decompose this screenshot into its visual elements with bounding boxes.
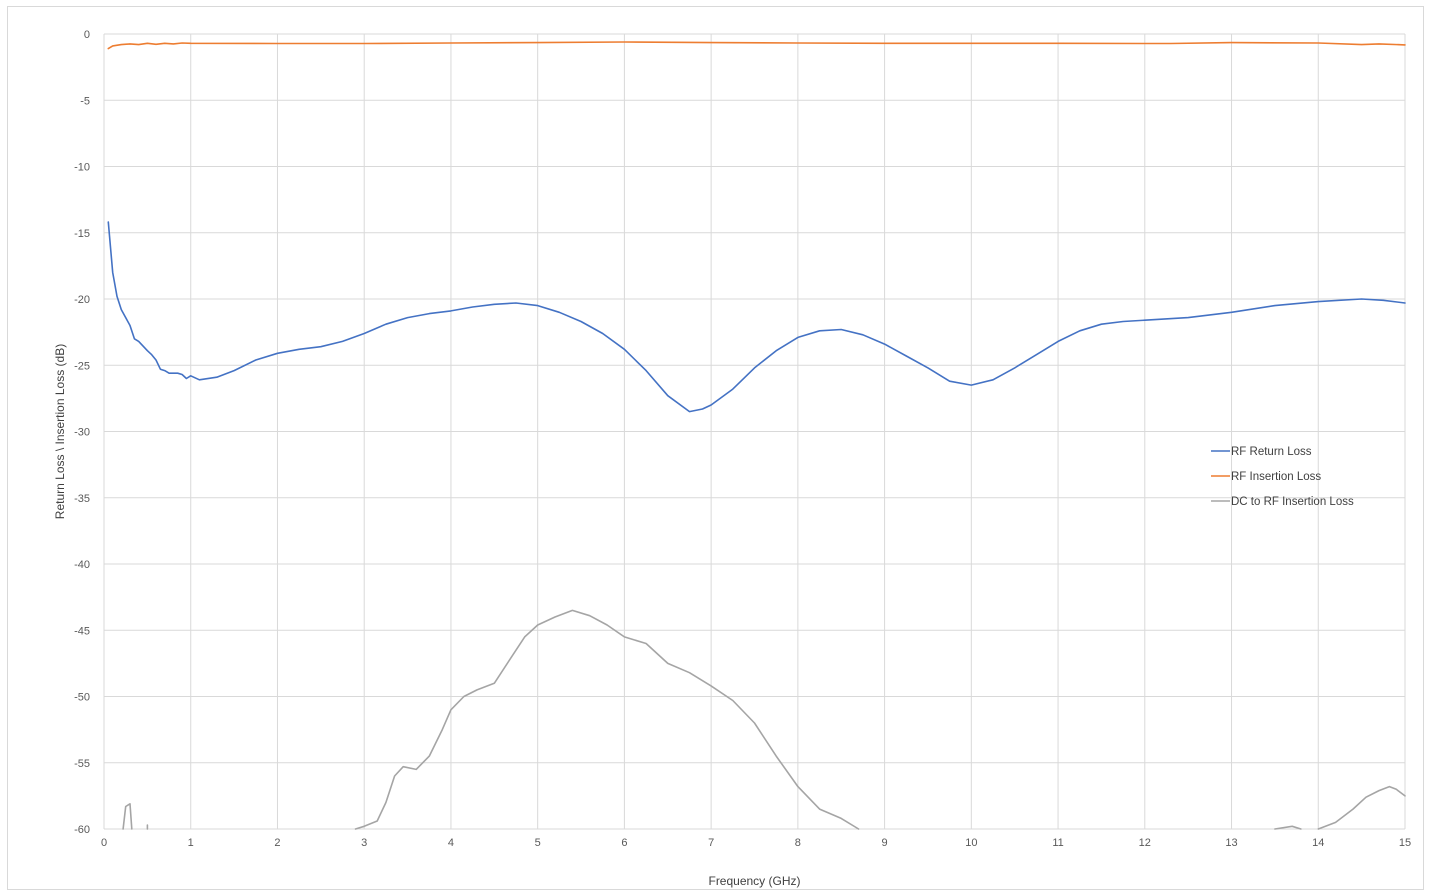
y-tick-label: 0	[84, 29, 90, 41]
x-tick-label: 7	[708, 837, 714, 849]
line-chart: 0 1 2 3 4 5 6 7 8 9 10 11 12 13 14 15 0-5-10-15-20-25-3…	[53, 29, 1411, 888]
x-tick-label: 8	[795, 837, 801, 849]
chart-frame: 0 1 2 3 4 5 6 7 8 9 10 11 12 13 14 15 0 -5 -10 -15 -20 -25 -3…	[7, 6, 1424, 890]
y-tick-label: -10	[74, 162, 90, 174]
legend-label: RF Return Loss	[1231, 446, 1312, 458]
x-tick-label: 15	[1399, 837, 1411, 849]
x-tick-label: 1	[188, 837, 194, 849]
x-axis-title: Frequency (GHz)	[708, 874, 800, 888]
y-tick-labels: 0 -5 -10 -15 -20 -25 -30 -35 -40 -45 -50 -55 -60	[74, 29, 90, 836]
x-tick-label: 3	[361, 837, 367, 849]
series-line	[107, 41, 1406, 50]
series-dc-to-rf-insertion-loss	[122, 609, 1406, 830]
x-tick-labels: 0 1 2 3 4 5 6 7 8 9 10 11 12 13 14 15	[101, 837, 1411, 849]
legend-label: DC to RF Insertion Loss	[1231, 496, 1354, 508]
x-tick-label: 14	[1312, 837, 1324, 849]
x-tick-label: 11	[1052, 837, 1063, 849]
series-line	[122, 803, 133, 830]
x-tick-label: 10	[965, 837, 977, 849]
x-tick-label: 9	[882, 837, 888, 849]
series-line	[107, 221, 1406, 413]
series-layer	[107, 41, 1406, 830]
x-tick-label: 6	[621, 837, 627, 849]
y-tick-label: -15	[74, 228, 90, 240]
y-tick-label: -60	[74, 824, 90, 836]
x-tick-label: 13	[1225, 837, 1237, 849]
series-line	[1317, 785, 1406, 830]
y-tick-label: -35	[74, 493, 90, 505]
y-tick-label: -5	[80, 95, 90, 107]
y-tick-label: -25	[74, 360, 90, 372]
series-line	[354, 609, 860, 830]
legend: RF Return Loss RF Insertion Loss DC to RF …	[1211, 446, 1354, 508]
y-axis-title: Return Loss \ Insertion Loss (dB)	[53, 344, 67, 519]
y-tick-label: -20	[74, 294, 90, 306]
x-tick-label: 2	[274, 837, 280, 849]
y-tick-label: -55	[74, 758, 90, 770]
x-tick-label: 4	[448, 837, 454, 849]
series-line	[1274, 825, 1302, 830]
legend-label: RF Insertion Loss	[1231, 471, 1321, 483]
series-rf-return-loss	[107, 221, 1406, 413]
series-rf-insertion-loss	[107, 41, 1406, 50]
x-tick-label: 0	[101, 837, 107, 849]
x-tick-label: 5	[535, 837, 541, 849]
y-tick-label: -40	[74, 559, 90, 571]
horizontal-gridlines	[104, 33, 1405, 830]
y-tick-label: -30	[74, 427, 90, 439]
x-tick-label: 12	[1139, 837, 1151, 849]
y-tick-label: -45	[74, 625, 90, 637]
y-tick-label: -50	[74, 692, 90, 704]
